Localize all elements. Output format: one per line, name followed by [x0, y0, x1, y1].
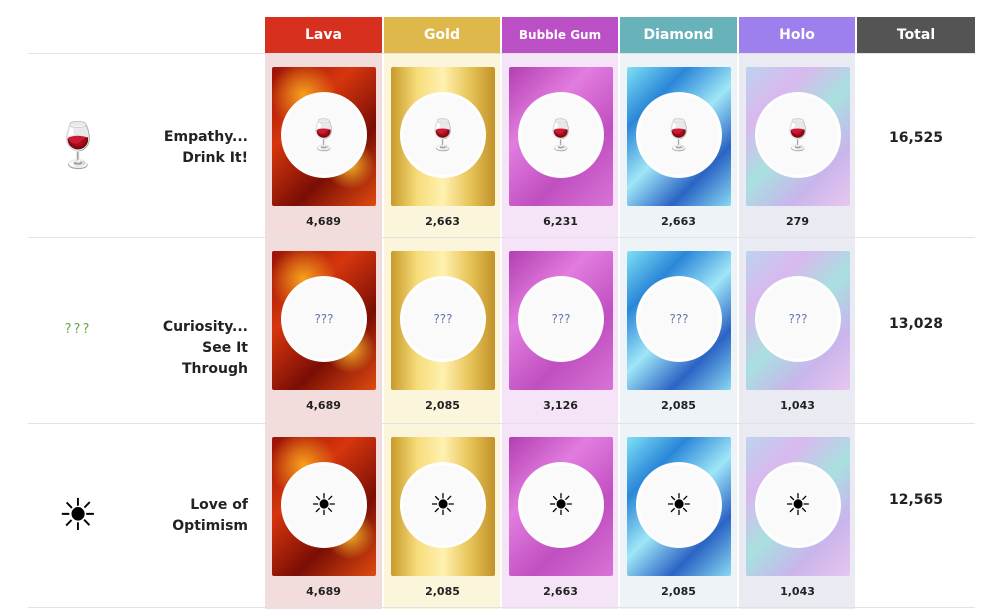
design-name: Love of Optimism: [140, 495, 248, 537]
optimism-zero-icon: ☀: [281, 462, 367, 548]
question-marks-icon: ???: [64, 321, 92, 337]
optimism-zero-icon: ☀: [755, 462, 841, 548]
count-gold: 2,663: [425, 215, 460, 228]
count-diamond: 2,085: [661, 585, 696, 598]
wine-glass-icon: 🍷: [281, 92, 367, 178]
question-marks-icon: ???: [636, 276, 722, 362]
count-bubble: 6,231: [543, 215, 578, 228]
count-lava: 4,689: [306, 215, 341, 228]
card-bubble[interactable]: ☀: [509, 437, 613, 576]
header-lava: Lava: [265, 17, 382, 53]
header-gold: Gold: [384, 17, 500, 53]
row-total: 13,028: [888, 316, 944, 332]
row-total: 12,565: [888, 492, 944, 508]
count-bubble: 2,663: [543, 585, 578, 598]
card-holo[interactable]: ☀: [746, 437, 850, 576]
count-holo: 1,043: [780, 399, 815, 412]
table-row: ☀ Love of Optimism ☀ 4,689 ☀ 2,085 ☀ 2,663 ☀ 2,085…: [0, 423, 1000, 607]
design-name-line2: Optimism: [172, 518, 248, 534]
count-diamond: 2,085: [661, 399, 696, 412]
count-lava: 4,689: [306, 399, 341, 412]
wine-glass-icon: 🍷: [400, 92, 486, 178]
optimism-zero-icon: ☀: [58, 489, 98, 541]
row-divider: [28, 237, 975, 238]
question-marks-icon: ???: [400, 276, 486, 362]
card-lava[interactable]: ???: [272, 251, 376, 390]
card-bubble[interactable]: ???: [509, 251, 613, 390]
card-holo[interactable]: 🍷: [746, 67, 850, 206]
header-bubble: Bubble Gum: [502, 17, 618, 53]
row-divider: [28, 607, 975, 608]
wine-glass-icon: 🍷: [755, 92, 841, 178]
design-name: Empathy... Drink It!: [140, 127, 248, 169]
card-gold[interactable]: 🍷: [391, 67, 495, 206]
card-diamond[interactable]: ???: [627, 251, 731, 390]
row-divider: [28, 53, 975, 54]
table-row: 🍷 Empathy... Drink It! 🍷 4,689 🍷 2,663 🍷 6,231 🍷 2…: [0, 53, 1000, 237]
question-marks-icon: ???: [281, 276, 367, 362]
optimism-zero-icon: ☀: [636, 462, 722, 548]
design-name-line2: See It Through: [182, 340, 248, 377]
design-name-line1: Love of: [190, 497, 248, 513]
row-divider: [28, 423, 975, 424]
card-diamond[interactable]: ☀: [627, 437, 731, 576]
design-name: Curiosity... See It Through: [140, 317, 248, 380]
card-gold[interactable]: ???: [391, 251, 495, 390]
card-bubble[interactable]: 🍷: [509, 67, 613, 206]
count-gold: 2,085: [425, 585, 460, 598]
count-gold: 2,085: [425, 399, 460, 412]
wine-glass-icon: 🍷: [50, 120, 106, 171]
card-lava[interactable]: 🍷: [272, 67, 376, 206]
count-holo: 279: [786, 215, 809, 228]
card-diamond[interactable]: 🍷: [627, 67, 731, 206]
optimism-zero-icon: ☀: [518, 462, 604, 548]
design-name-line1: Curiosity...: [162, 319, 248, 335]
card-holo[interactable]: ???: [746, 251, 850, 390]
card-gold[interactable]: ☀: [391, 437, 495, 576]
count-diamond: 2,663: [661, 215, 696, 228]
count-holo: 1,043: [780, 585, 815, 598]
design-name-line1: Empathy...: [163, 129, 248, 145]
wine-glass-icon: 🍷: [636, 92, 722, 178]
row-total: 16,525: [888, 130, 944, 146]
question-marks-icon: ???: [518, 276, 604, 362]
card-lava[interactable]: ☀: [272, 437, 376, 576]
header-holo: Holo: [739, 17, 855, 53]
count-lava: 4,689: [306, 585, 341, 598]
question-marks-icon: ???: [755, 276, 841, 362]
optimism-zero-icon: ☀: [400, 462, 486, 548]
table-row: ??? Curiosity... See It Through??? 4,689???…: [0, 237, 1000, 421]
header-diamond: Diamond: [620, 17, 737, 53]
wine-glass-icon: 🍷: [518, 92, 604, 178]
header-total: Total: [857, 17, 975, 53]
design-name-line2: Drink It!: [182, 150, 248, 166]
count-bubble: 3,126: [543, 399, 578, 412]
